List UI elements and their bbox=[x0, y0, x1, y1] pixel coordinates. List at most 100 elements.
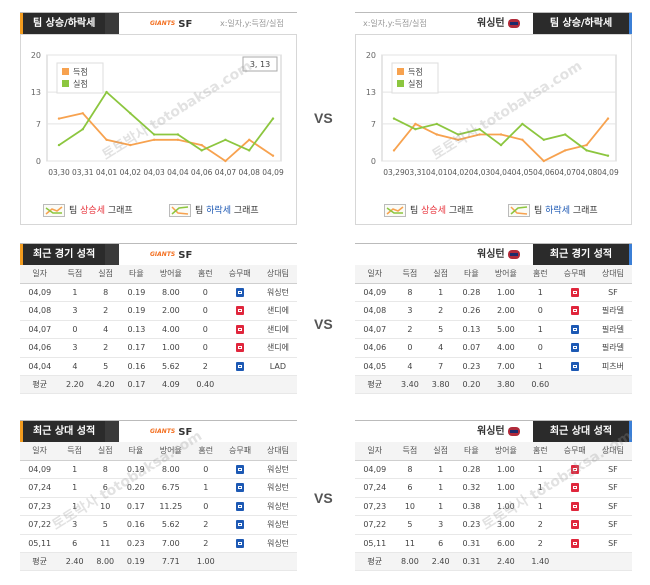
column-header: 상대팀 bbox=[258, 265, 297, 284]
column-header: 승무패 bbox=[220, 265, 259, 284]
table-cell: 0.31 bbox=[456, 534, 487, 553]
trend-legend-right: 팀 상승세 그래프 팀 하락세 그래프 bbox=[355, 197, 632, 225]
data-point bbox=[57, 117, 61, 120]
table-cell: SF bbox=[593, 497, 632, 516]
x-tick-label: 04,06 bbox=[533, 168, 555, 177]
x-tick-label: 03,30 bbox=[48, 168, 70, 177]
table-cell: 3 bbox=[59, 515, 90, 535]
table-cell: 2 bbox=[394, 320, 426, 339]
table-cell: 2 bbox=[425, 301, 457, 321]
trend-tab-label-right: 팀 상승/하락세 bbox=[533, 13, 629, 35]
table-row: 04,04 4 5 0.16 5.62 2 LAD bbox=[20, 357, 297, 376]
table-cell: 0.07 bbox=[456, 338, 487, 358]
data-point bbox=[200, 149, 203, 152]
loss-icon bbox=[570, 483, 579, 493]
result-cell bbox=[555, 283, 594, 302]
average-row: 평균 8.00 2.40 0.31 2.40 1.40 bbox=[355, 552, 632, 571]
table-cell: 2 bbox=[90, 301, 122, 321]
y-tick-label: 13 bbox=[366, 88, 376, 97]
table-header-row: 일자 득점 실점 타율 방어율 홈런 승무패 상대팀 bbox=[355, 265, 632, 284]
average-label: 평균 bbox=[20, 375, 60, 394]
result-cell bbox=[220, 301, 259, 321]
x-tick-label: 04,08 bbox=[576, 168, 598, 177]
column-header: 방어율 bbox=[486, 265, 525, 284]
table-cell: 8 bbox=[394, 283, 426, 302]
average-label: 평균 bbox=[355, 375, 395, 394]
average-cell: 1.00 bbox=[190, 552, 222, 571]
trend-tab-label: 팀 상승/하락세 bbox=[23, 13, 106, 35]
legend-label: 실점 bbox=[73, 79, 88, 89]
average-cell bbox=[221, 552, 260, 571]
column-header: 홈런 bbox=[524, 265, 556, 284]
x-tick-label: 04,07 bbox=[215, 168, 237, 177]
column-header: 상대팀 bbox=[593, 442, 632, 461]
data-point bbox=[414, 122, 417, 126]
loss-icon bbox=[235, 306, 244, 316]
table-cell: 2 bbox=[90, 338, 122, 358]
table-row: 07,24 6 1 0.32 1.00 1 SF bbox=[355, 478, 632, 498]
graph-down-legend-right: 팀 하락세 그래프 bbox=[508, 204, 598, 218]
table-cell: 04,08 bbox=[20, 301, 60, 321]
table-cell: 10 bbox=[89, 497, 121, 516]
table-cell: 07,22 bbox=[355, 515, 395, 535]
h2h-title-right: 최근 상대 성적 bbox=[533, 421, 629, 443]
h2h-table-right: 일자 득점 실점 타율 방어율 홈런 승무패 상대팀 04,09 8 1 0.28 1.00 1 SF 07,… bbox=[355, 442, 632, 571]
trend-axis-hint: x:일자,y:득점/실점 bbox=[220, 19, 284, 28]
table-cell: 8.00 bbox=[151, 283, 190, 302]
loss-icon bbox=[235, 324, 244, 334]
average-cell: 0.17 bbox=[121, 375, 152, 394]
graph-down-legend: 팀 하락세 그래프 bbox=[169, 204, 259, 218]
table-cell: 8 bbox=[394, 460, 426, 479]
data-point bbox=[271, 117, 275, 120]
table-row: 04,06 0 4 0.07 4.00 0 필라델 bbox=[355, 338, 632, 358]
series-line-score bbox=[58, 112, 274, 163]
table-cell: 7.00 bbox=[486, 357, 525, 376]
legend-swatch bbox=[62, 68, 69, 75]
table-cell: 5 bbox=[90, 357, 122, 376]
table-cell: 1.00 bbox=[486, 478, 525, 498]
average-cell: 0.60 bbox=[524, 375, 556, 394]
table-row: 04,09 8 1 0.28 1.00 1 SF bbox=[355, 460, 632, 479]
table-cell: 0.13 bbox=[456, 320, 487, 339]
table-cell: 샌디에 bbox=[258, 320, 297, 339]
trend-legend-left: 팀 상승세 그래프 팀 하락세 그래프 bbox=[20, 197, 297, 225]
result-cell bbox=[221, 515, 260, 535]
table-cell: 8 bbox=[89, 460, 121, 479]
column-header: 득점 bbox=[59, 442, 90, 461]
table-cell: 6 bbox=[394, 478, 426, 498]
table-cell: 0 bbox=[59, 320, 91, 339]
header-accent-right bbox=[629, 13, 632, 35]
header-accent bbox=[20, 13, 23, 35]
team-name-right: 워싱턴 bbox=[477, 13, 520, 35]
table-cell: LAD bbox=[258, 357, 297, 376]
table-row: 05,11 11 6 0.31 6.00 2 SF bbox=[355, 534, 632, 553]
column-header: 득점 bbox=[59, 265, 91, 284]
table-cell: 워싱턴 bbox=[259, 534, 297, 553]
table-cell: 8 bbox=[90, 283, 122, 302]
table-cell: 샌디에 bbox=[258, 338, 297, 358]
table-cell: 07,24 bbox=[355, 478, 395, 498]
win-icon bbox=[236, 501, 245, 511]
win-icon bbox=[236, 538, 245, 548]
team-name-right: 워싱턴 bbox=[477, 244, 520, 266]
table-cell: 3 bbox=[425, 515, 457, 535]
table-cell: 04,08 bbox=[355, 301, 395, 321]
average-cell: 2.40 bbox=[425, 552, 457, 571]
data-point bbox=[542, 159, 545, 163]
column-header: 승무패 bbox=[555, 265, 594, 284]
win-icon bbox=[236, 483, 245, 493]
average-cell: 2.40 bbox=[486, 552, 525, 571]
table-cell: 0.26 bbox=[456, 301, 487, 321]
table-cell: 0 bbox=[394, 338, 426, 358]
trend-panel-right: x:일자,y:득점/실점 워싱턴 팀 상승/하락세 bbox=[355, 12, 632, 35]
team-name-left: GIANTS SF bbox=[150, 421, 192, 443]
column-header: 일자 bbox=[20, 442, 60, 461]
h2h-panel-left: 최근 상대 성적 GIANTS SF bbox=[20, 420, 297, 443]
data-point bbox=[585, 143, 588, 147]
table-cell: 1.00 bbox=[486, 283, 525, 302]
legend-swatch bbox=[397, 68, 404, 75]
x-tick-label: 03,31 bbox=[405, 168, 427, 177]
result-cell bbox=[555, 338, 594, 358]
y-tick-label: 7 bbox=[36, 120, 41, 129]
result-cell bbox=[220, 357, 259, 376]
